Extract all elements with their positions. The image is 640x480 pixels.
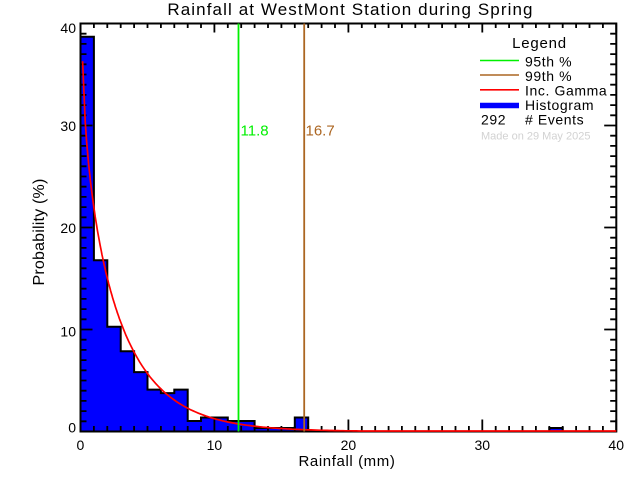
svg-text:# Events: # Events <box>525 111 584 127</box>
svg-text:Histogram: Histogram <box>525 97 594 113</box>
svg-text:Made on 29 May 2025: Made on 29 May 2025 <box>481 131 590 143</box>
svg-text:11.8: 11.8 <box>241 123 269 140</box>
svg-text:Rainfall (mm): Rainfall (mm) <box>299 453 396 470</box>
svg-text:95th %: 95th % <box>525 54 572 70</box>
svg-text:0: 0 <box>77 437 85 453</box>
svg-text:292: 292 <box>481 111 506 127</box>
svg-text:10: 10 <box>207 437 223 453</box>
svg-text:20: 20 <box>60 220 76 236</box>
svg-text:Inc. Gamma: Inc. Gamma <box>525 83 607 99</box>
svg-text:40: 40 <box>60 20 76 36</box>
svg-text:99th %: 99th % <box>525 68 572 84</box>
svg-text:10: 10 <box>60 323 76 339</box>
svg-text:Rainfall at WestMont Station d: Rainfall at WestMont Station during Spri… <box>167 0 533 19</box>
svg-text:30: 30 <box>60 118 76 134</box>
svg-text:16.7: 16.7 <box>306 123 335 140</box>
svg-text:Probability (%): Probability (%) <box>31 178 48 285</box>
svg-text:0: 0 <box>68 419 76 435</box>
svg-text:40: 40 <box>608 437 624 453</box>
svg-text:30: 30 <box>475 437 491 453</box>
svg-text:Legend: Legend <box>512 35 567 52</box>
svg-text:20: 20 <box>341 437 357 453</box>
